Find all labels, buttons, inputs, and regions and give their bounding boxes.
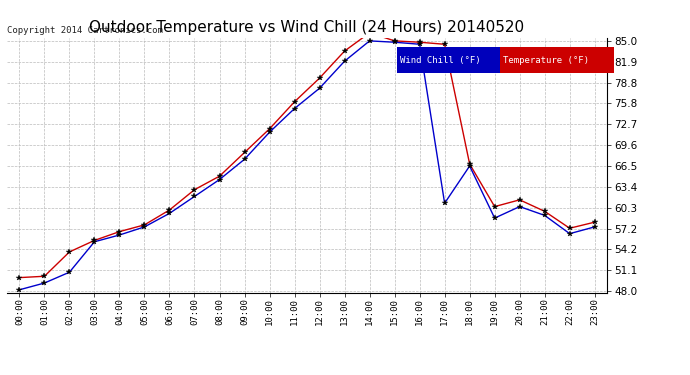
Text: Temperature (°F): Temperature (°F) — [503, 56, 589, 65]
Title: Outdoor Temperature vs Wind Chill (24 Hours) 20140520: Outdoor Temperature vs Wind Chill (24 Ho… — [90, 20, 524, 35]
Text: Wind Chill (°F): Wind Chill (°F) — [400, 56, 480, 65]
Text: Copyright 2014 Cartronics.com: Copyright 2014 Cartronics.com — [7, 26, 163, 35]
